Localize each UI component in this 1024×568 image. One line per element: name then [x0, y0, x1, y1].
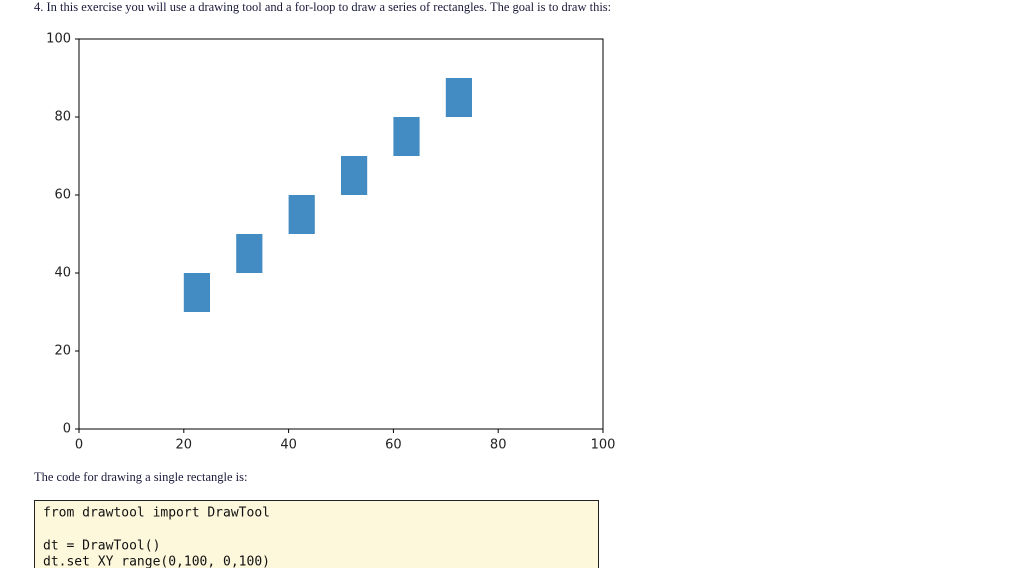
y-tick-label: 80	[54, 110, 71, 125]
caption: The code for drawing a single rectangle …	[34, 470, 247, 484]
code-line: dt = DrawTool()	[43, 539, 160, 554]
rectangle	[236, 234, 263, 273]
rectangle	[393, 117, 420, 156]
y-tick-label: 100	[46, 32, 71, 47]
x-tick-label: 20	[176, 438, 193, 453]
y-tick-label: 20	[54, 344, 71, 359]
rectangle	[288, 195, 315, 234]
y-tick-label: 40	[54, 266, 71, 281]
code-line: dt.set_XY_range(0,100, 0,100)	[43, 555, 270, 568]
code-box	[34, 500, 599, 568]
y-tick-label: 60	[54, 188, 71, 203]
x-tick-label: 40	[280, 438, 297, 453]
x-tick-label: 80	[490, 438, 507, 453]
code-line: from drawtool import DrawTool	[43, 506, 270, 521]
rectangle	[445, 78, 472, 117]
rectangle	[341, 156, 368, 195]
x-tick-label: 60	[385, 438, 402, 453]
x-tick-label: 100	[591, 438, 616, 453]
rectangle	[183, 273, 210, 312]
x-tick-label: 0	[75, 438, 83, 453]
y-tick-label: 0	[63, 422, 71, 437]
plot-frame	[78, 38, 604, 430]
intro-text: 4. In this exercise you will use a drawi…	[34, 0, 611, 14]
